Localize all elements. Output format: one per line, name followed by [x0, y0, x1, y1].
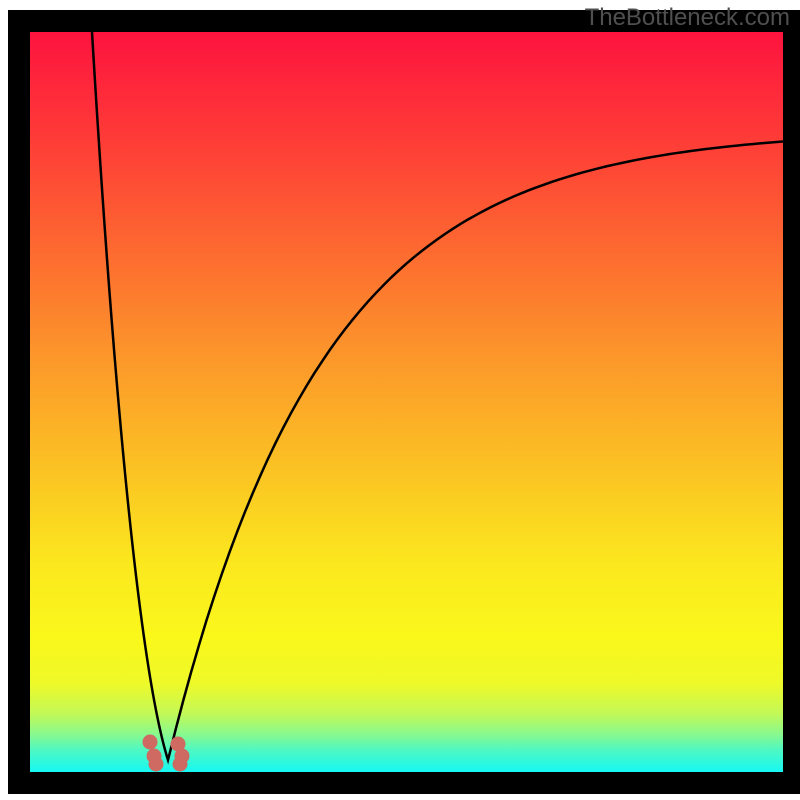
valley-marker: [149, 757, 163, 771]
bottleneck-chart: [0, 0, 800, 800]
chart-container: TheBottleneck.com: [0, 0, 800, 800]
valley-marker: [173, 757, 187, 771]
chart-plot-area: [30, 32, 783, 772]
valley-marker: [143, 735, 157, 749]
